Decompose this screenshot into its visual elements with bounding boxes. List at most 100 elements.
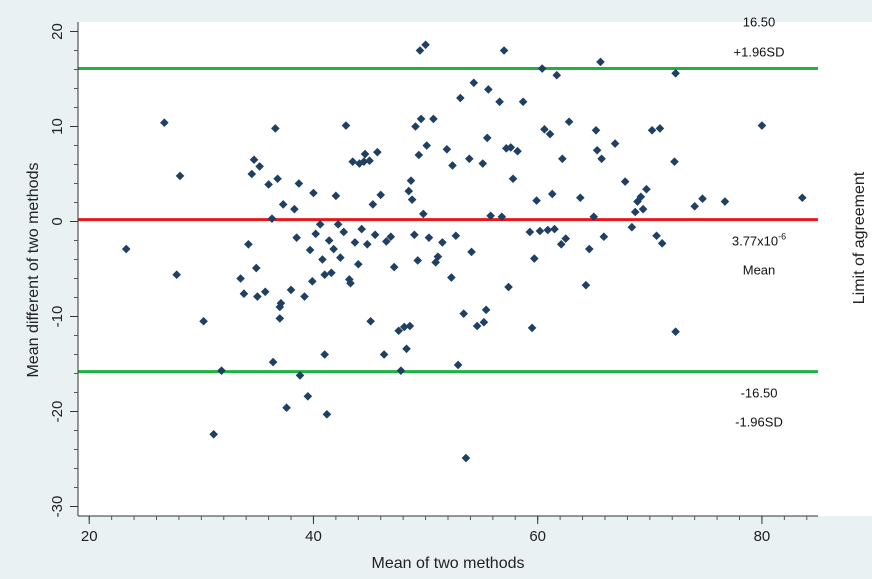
data-point bbox=[453, 360, 463, 370]
data-point bbox=[467, 247, 476, 257]
data-point bbox=[589, 212, 599, 222]
data-point bbox=[346, 278, 355, 288]
data-point bbox=[217, 366, 226, 375]
y-tick-label: -30 bbox=[49, 496, 66, 518]
annotations: 16.50 +1.96SD 3.77x10-6 Mean -16.50 -1.96SD bbox=[732, 15, 786, 430]
data-point bbox=[396, 366, 406, 375]
data-point bbox=[255, 162, 264, 171]
data-point bbox=[365, 156, 374, 165]
data-point bbox=[486, 211, 495, 221]
data-point bbox=[368, 200, 378, 209]
data-point bbox=[407, 195, 417, 204]
data-point bbox=[366, 316, 375, 326]
data-point bbox=[429, 114, 438, 124]
data-point bbox=[508, 174, 518, 184]
data-point bbox=[413, 256, 423, 265]
data-point bbox=[247, 169, 257, 179]
data-point bbox=[447, 273, 456, 282]
annotation-upper-value: 16.50 bbox=[743, 15, 776, 30]
data-point bbox=[502, 144, 511, 153]
data-point bbox=[389, 262, 399, 272]
data-point bbox=[362, 240, 372, 249]
data-point bbox=[482, 133, 492, 143]
data-point bbox=[647, 126, 657, 135]
data-point bbox=[720, 197, 730, 206]
data-point bbox=[630, 207, 640, 217]
data-point bbox=[472, 321, 482, 331]
reference-lines bbox=[78, 67, 818, 374]
data-point bbox=[382, 237, 391, 246]
data-point bbox=[461, 453, 471, 463]
right-panel-background bbox=[818, 22, 872, 516]
y-tick-label: 0 bbox=[49, 217, 66, 225]
data-point bbox=[479, 317, 489, 327]
data-point bbox=[537, 64, 547, 73]
data-point bbox=[495, 97, 504, 107]
data-point bbox=[506, 143, 516, 152]
data-point bbox=[339, 227, 349, 237]
data-point bbox=[348, 157, 357, 166]
data-point bbox=[518, 97, 528, 107]
data-point bbox=[416, 114, 426, 124]
data-point bbox=[320, 350, 329, 359]
data-point bbox=[757, 121, 767, 130]
data-point bbox=[459, 309, 468, 318]
data-point bbox=[591, 126, 601, 135]
data-point bbox=[324, 236, 334, 245]
data-point bbox=[652, 231, 661, 241]
data-point bbox=[275, 314, 285, 323]
data-point bbox=[311, 229, 320, 239]
data-point bbox=[278, 200, 288, 209]
data-point bbox=[657, 239, 667, 248]
annotation-superscript: -6 bbox=[778, 232, 786, 242]
data-point bbox=[599, 232, 609, 241]
data-point bbox=[355, 159, 364, 168]
data-point bbox=[175, 171, 185, 181]
data-point bbox=[249, 155, 259, 165]
data-point bbox=[556, 240, 566, 249]
data-point bbox=[370, 230, 380, 240]
data-point bbox=[671, 69, 680, 78]
data-point bbox=[404, 186, 414, 196]
data-point bbox=[465, 154, 474, 164]
data-point bbox=[451, 231, 461, 241]
data-point bbox=[260, 287, 270, 297]
annotation-mean-label: Mean bbox=[743, 263, 776, 278]
x-tick-label: 80 bbox=[754, 528, 771, 545]
data-point bbox=[341, 121, 351, 130]
data-point bbox=[359, 157, 369, 166]
data-point bbox=[576, 193, 585, 203]
data-point bbox=[698, 194, 707, 203]
data-point bbox=[438, 238, 447, 247]
data-point bbox=[331, 191, 341, 201]
data-point bbox=[286, 285, 296, 295]
data-point bbox=[267, 214, 277, 223]
y-axis-title: Mean different of two methods bbox=[25, 163, 42, 378]
data-point bbox=[160, 118, 169, 127]
data-point bbox=[655, 124, 665, 133]
data-point bbox=[550, 224, 559, 234]
data-point bbox=[305, 245, 315, 255]
data-point bbox=[290, 204, 299, 214]
data-point bbox=[431, 258, 440, 267]
data-point bbox=[276, 298, 286, 308]
data-point bbox=[322, 410, 332, 419]
data-point bbox=[448, 161, 457, 170]
data-point bbox=[410, 230, 419, 240]
data-point bbox=[798, 193, 807, 203]
data-point bbox=[295, 371, 305, 380]
data-point bbox=[268, 357, 278, 367]
data-point bbox=[373, 147, 382, 157]
annotation-upper-label: +1.96SD bbox=[734, 45, 785, 60]
data-point bbox=[636, 192, 646, 202]
data-point bbox=[690, 202, 699, 211]
data-point bbox=[547, 189, 557, 199]
data-point bbox=[251, 263, 261, 273]
data-point bbox=[300, 292, 309, 301]
x-tick-label: 60 bbox=[529, 528, 546, 545]
data-point bbox=[405, 321, 415, 331]
data-point bbox=[172, 270, 181, 279]
data-point bbox=[525, 227, 535, 237]
